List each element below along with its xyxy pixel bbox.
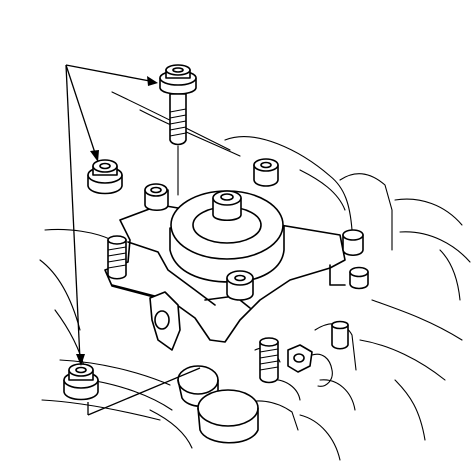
stud-left [108, 236, 126, 279]
flange-nut-left-upper [88, 160, 122, 194]
callout-leaders [66, 65, 200, 415]
seated-nut-front [227, 271, 253, 300]
rubber-mount [170, 191, 284, 282]
seated-nut-right [343, 230, 363, 255]
background-structure [40, 92, 470, 460]
seated-nut-right-lower [350, 268, 368, 289]
clip-fitting [288, 345, 332, 386]
lower-round-components [178, 366, 258, 443]
arrowhead-nut-upper [90, 150, 99, 162]
arrowhead-bolt [147, 76, 158, 86]
arrowhead-nut-lower [76, 354, 85, 366]
seated-nut-left [145, 184, 168, 210]
seated-nut-rear [254, 159, 278, 186]
stud-lower [260, 338, 278, 383]
stud-right [332, 322, 348, 349]
mount-bolt [160, 65, 196, 195]
flange-nut-left-lower [64, 364, 98, 400]
